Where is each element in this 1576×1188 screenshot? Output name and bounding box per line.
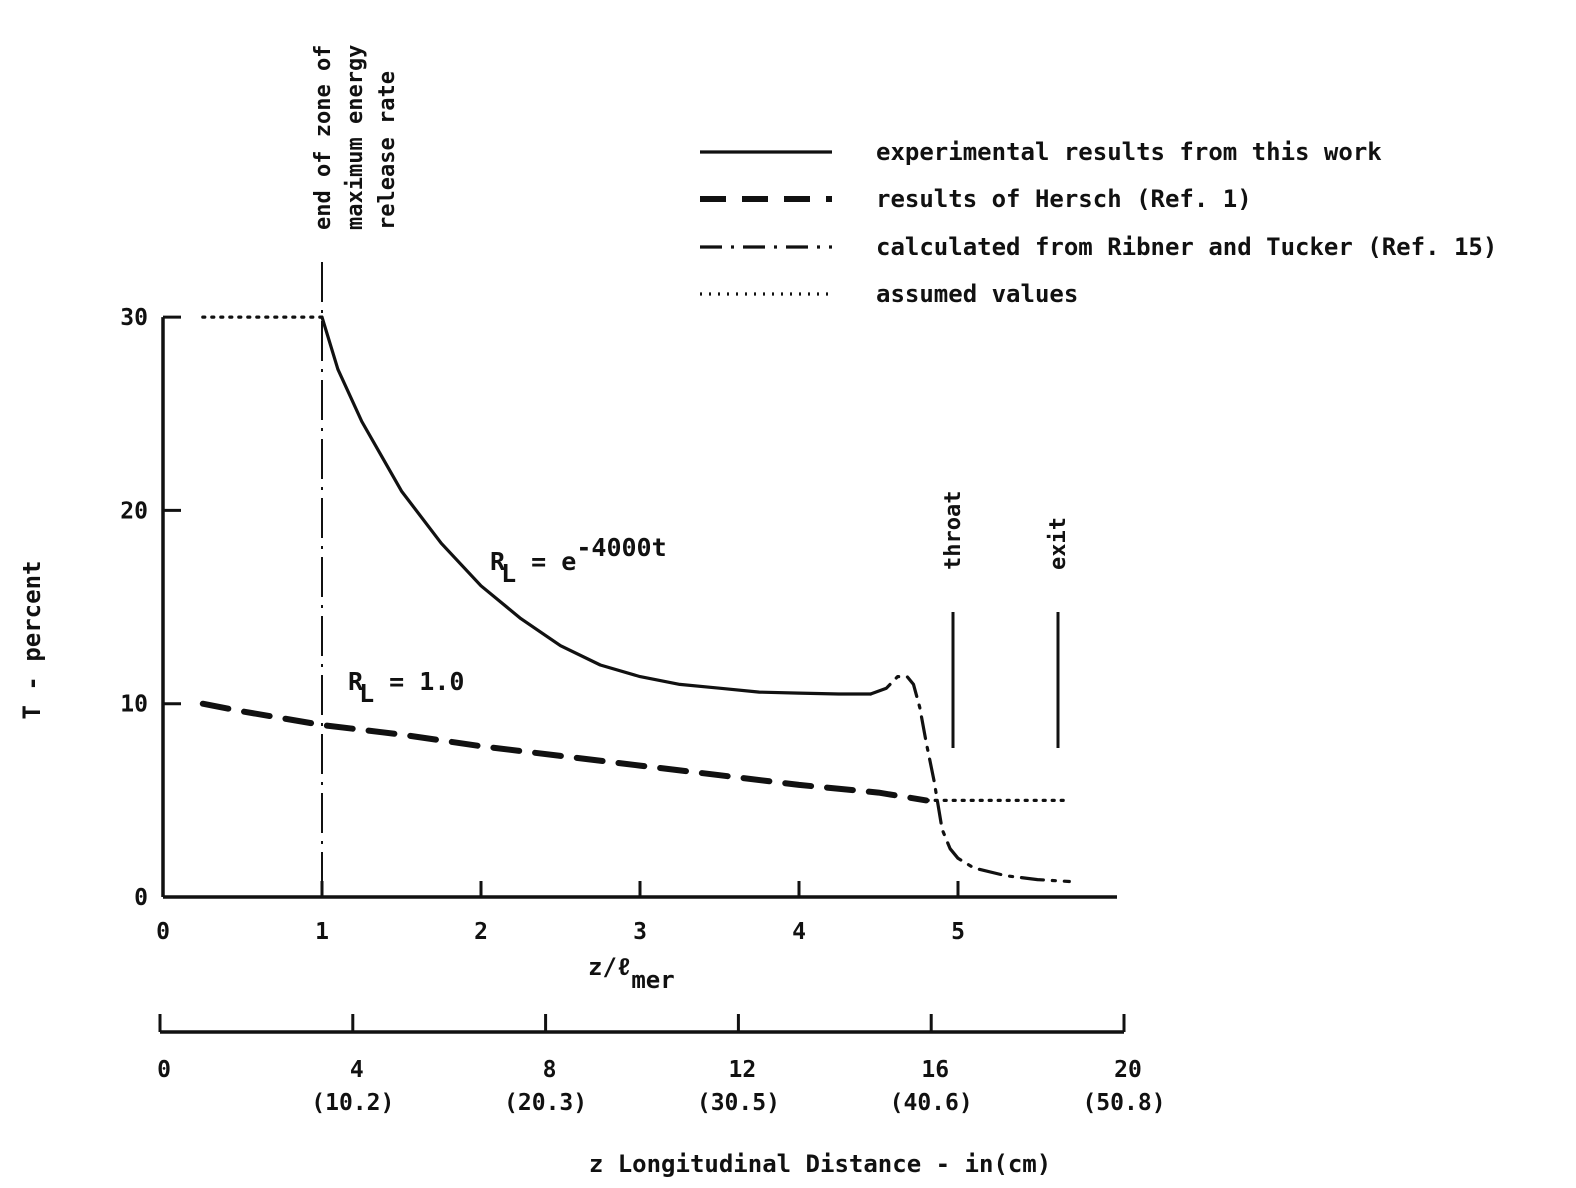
series-dashed-line [199, 700, 930, 804]
legend-label: results of Hersch (Ref. 1) [876, 185, 1252, 213]
secondary-tick-sublabel: (30.5) [697, 1090, 780, 1116]
y-axis-title: T - percent [18, 561, 46, 720]
secondary-tick-label: 12 [729, 1057, 757, 1083]
x-tick-label: 3 [633, 919, 647, 945]
x-tick-label: 2 [474, 919, 488, 945]
secondary-tick-label: 8 [543, 1057, 557, 1083]
x-tick-label: 4 [792, 919, 806, 945]
legend-label: experimental results from this work [876, 138, 1382, 166]
secondary-tick-label: 4 [350, 1057, 364, 1083]
secondary-tick-label: 16 [921, 1057, 949, 1083]
y-tick-label: 20 [120, 498, 148, 524]
secondary-tick-sublabel: (10.2) [311, 1090, 394, 1116]
y-tick-label: 10 [120, 692, 148, 718]
x-tick-label: 0 [156, 919, 170, 945]
secondary-tick-sublabel: (50.8) [1082, 1090, 1165, 1116]
secondary-tick-label: 20 [1114, 1057, 1142, 1083]
secondary-tick-label: 0 [157, 1057, 171, 1083]
exit-label: exit [1046, 517, 1071, 570]
secondary-axis-title: z Longitudinal Distance - in(cm) [589, 1150, 1051, 1178]
series-dashdot-line [868, 674, 1071, 884]
equation-label-rl-one: RL = 1.0 [348, 667, 464, 708]
y-tick-label: 30 [120, 305, 148, 331]
throat-label: throat [941, 491, 966, 570]
x-tick-label: 5 [951, 919, 965, 945]
secondary-tick-sublabel: (20.3) [504, 1090, 587, 1116]
zone-end-label: maximum energy [343, 45, 368, 230]
legend-label: assumed values [876, 280, 1078, 308]
series-solid-line [320, 315, 873, 696]
legend-label: calculated from Ribner and Tucker (Ref. … [876, 233, 1497, 261]
plot-area [158, 150, 1126, 1034]
y-tick-label: 0 [134, 885, 148, 911]
x-tick-label: 1 [315, 919, 329, 945]
zone-end-label: end of zone of [311, 45, 336, 230]
equation-label-rl-exp: RL = e-4000t [490, 533, 667, 588]
zone-end-label: release rate [375, 71, 400, 230]
x-axis-title: z/ℓmer [588, 953, 675, 994]
secondary-tick-sublabel: (40.6) [890, 1090, 973, 1116]
